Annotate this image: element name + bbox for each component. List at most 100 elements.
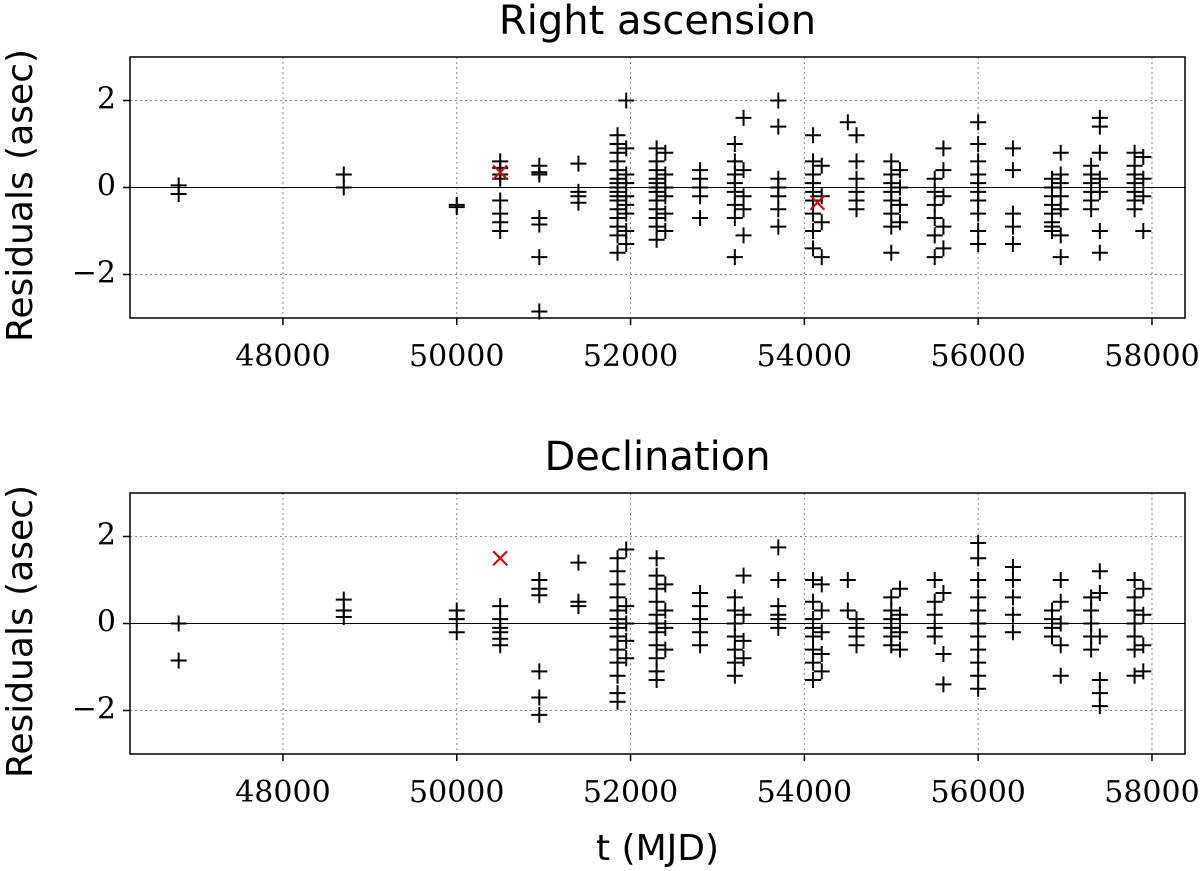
plus-marker <box>848 201 865 218</box>
plus-marker <box>970 136 987 152</box>
plus-marker <box>805 654 822 671</box>
plus-marker <box>1044 628 1061 645</box>
plus-marker <box>1135 606 1152 623</box>
plus-marker <box>891 606 908 623</box>
plus-marker <box>735 650 752 667</box>
plus-marker <box>813 663 830 680</box>
plus-marker <box>926 209 943 226</box>
plus-marker <box>935 162 952 179</box>
plus-marker <box>1004 572 1021 588</box>
plus-marker <box>1083 641 1100 658</box>
plus-marker <box>609 244 626 261</box>
y-tick-label: 0 <box>97 605 116 640</box>
plus-marker <box>935 676 952 693</box>
plus-marker <box>1091 563 1108 580</box>
plus-marker <box>1135 188 1152 205</box>
plus-marker <box>170 652 187 669</box>
plot-frame <box>129 492 1186 755</box>
plus-marker <box>657 641 674 658</box>
plus-marker <box>848 127 865 144</box>
x-tick-label: 56000 <box>930 339 1025 374</box>
plus-marker <box>726 249 743 266</box>
plus-marker <box>1135 580 1152 597</box>
plus-marker <box>618 140 635 157</box>
plus-marker <box>1052 572 1069 588</box>
x-tick-label: 52000 <box>583 775 678 810</box>
cross-marker <box>492 164 508 180</box>
plus-marker <box>448 624 465 641</box>
plus-marker <box>891 641 908 658</box>
plus-marker <box>570 194 587 211</box>
plus-marker <box>1126 641 1143 658</box>
plus-marker <box>813 602 830 619</box>
plus-marker <box>1135 149 1152 166</box>
plus-marker <box>1004 162 1021 179</box>
plus-marker <box>805 127 822 144</box>
plot-frame <box>129 56 1186 319</box>
x-tick-label: 50000 <box>409 775 504 810</box>
x-tick-label: 50000 <box>409 339 504 374</box>
y-axis-label: Residuals (asec) <box>0 485 41 778</box>
plus-marker <box>935 240 952 257</box>
plus-marker <box>813 624 830 641</box>
plus-marker <box>1052 593 1069 610</box>
plus-marker <box>657 144 674 161</box>
plus-marker <box>657 576 674 593</box>
plus-marker <box>531 303 548 320</box>
plus-marker <box>657 602 674 619</box>
plus-marker <box>735 606 752 623</box>
plus-marker <box>1004 624 1021 641</box>
plus-marker <box>813 249 830 266</box>
plus-marker <box>970 680 987 697</box>
plus-marker <box>1126 201 1143 218</box>
plus-marker <box>735 567 752 584</box>
plus-marker <box>935 645 952 662</box>
plus-marker <box>1091 244 1108 261</box>
cross-marker <box>492 550 508 566</box>
plus-marker <box>570 554 587 571</box>
plus-marker <box>657 188 674 205</box>
plus-marker <box>1091 698 1108 715</box>
plus-marker <box>609 667 626 684</box>
plus-marker <box>926 628 943 645</box>
plus-marker <box>805 240 822 257</box>
plus-marker <box>1004 606 1021 623</box>
plus-marker <box>1135 637 1152 654</box>
plus-marker <box>618 92 635 109</box>
plus-marker <box>926 227 943 244</box>
plus-marker <box>805 593 822 610</box>
plus-marker <box>726 136 743 152</box>
plus-marker <box>492 637 509 654</box>
plus-marker <box>891 196 908 213</box>
plus-marker <box>618 236 635 253</box>
y-tick-label: 2 <box>97 518 116 553</box>
plus-marker <box>735 162 752 179</box>
plus-marker <box>692 637 709 654</box>
plus-marker <box>618 632 635 649</box>
plus-marker <box>1135 663 1152 680</box>
plus-marker <box>618 541 635 558</box>
plus-marker <box>770 539 787 556</box>
x-tick-label: 56000 <box>930 775 1025 810</box>
plus-marker <box>883 244 900 261</box>
x-tick-label: 54000 <box>757 775 852 810</box>
plus-marker <box>1052 249 1069 266</box>
plus-marker <box>970 572 987 588</box>
plus-marker <box>848 637 865 654</box>
plus-marker <box>770 118 787 135</box>
plus-marker <box>935 188 952 205</box>
plus-marker <box>813 576 830 593</box>
plus-marker <box>1091 118 1108 135</box>
plus-marker <box>1091 585 1108 602</box>
plus-marker <box>770 201 787 218</box>
plus-marker <box>813 188 830 205</box>
plus-marker <box>531 166 548 183</box>
plus-marker <box>618 205 635 222</box>
plus-marker <box>970 114 987 131</box>
plus-marker <box>531 587 548 604</box>
y-axis-label: Residuals (asec) <box>0 49 41 342</box>
y-tick-label: −2 <box>72 256 116 291</box>
plus-marker <box>1004 236 1021 253</box>
plus-marker <box>618 598 635 615</box>
